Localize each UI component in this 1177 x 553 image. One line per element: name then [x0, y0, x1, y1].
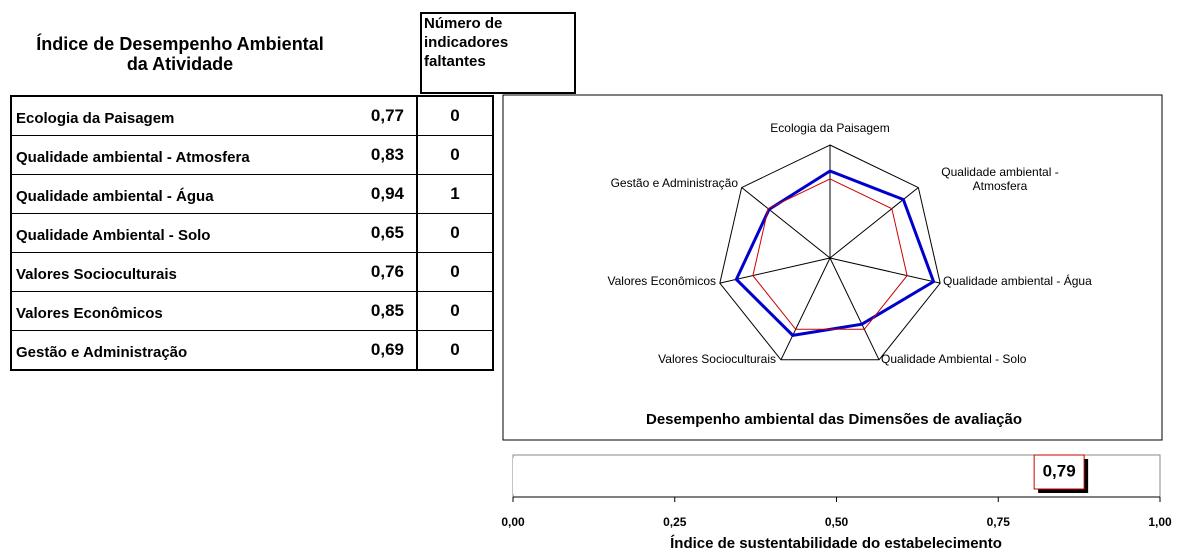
table-cell: 0,85	[320, 291, 417, 331]
table-cell: 0	[416, 291, 493, 331]
spoke	[741, 187, 831, 259]
table-row: Qualidade ambiental - Atmosfera 0,83 0	[11, 135, 493, 175]
table: Ecologia da Paisagem 0,77 0 Qualidade ambie…	[10, 95, 494, 371]
table-cell: 0	[416, 252, 493, 292]
missing-header: Número de indicadores faltantes	[420, 12, 576, 94]
table-cell: 0,83	[320, 135, 417, 175]
table-cell: Qualidade ambiental - Atmosfera	[11, 135, 320, 175]
radar-label: Qualidade ambiental - Água	[943, 274, 1092, 288]
radar-label: Ecologia da Paisagem	[770, 121, 890, 135]
radar-series	[734, 169, 936, 337]
spoke	[780, 257, 831, 361]
table-cell: 1	[416, 174, 493, 214]
x-tick-label: 0,25	[663, 515, 687, 529]
value-label: 0,79	[1043, 461, 1076, 480]
table-cell: Valores Socioculturais	[11, 252, 320, 292]
table-cell: Valores Econômicos	[11, 291, 320, 331]
spoke	[829, 257, 880, 361]
table-title: Índice de Desempenho Ambiental da Ativid…	[36, 34, 324, 74]
table-cell: 0	[416, 135, 493, 175]
table-cell: 0	[416, 330, 493, 370]
x-tick-label: 1,00	[1148, 515, 1172, 529]
spoke	[829, 257, 941, 284]
table-cell: Ecologia da Paisagem	[16, 109, 175, 127]
label-box	[1033, 454, 1085, 490]
table-cell: 0,94	[320, 174, 417, 214]
table-cell: Gestão e Administração	[11, 330, 320, 370]
radar-label: Valores Econômicos	[607, 274, 717, 288]
table-cell: 0,76	[320, 252, 417, 292]
table-cell: 0	[416, 96, 493, 136]
radar-label: Qualidade Ambiental - Solo	[881, 352, 1027, 366]
radar-label: Valores Socioculturais	[658, 352, 776, 366]
table-row: Qualidade Ambiental - Solo 0,65 0	[11, 213, 493, 253]
table-row: Gestão e Administração 0,69 0	[11, 330, 493, 370]
spoke	[829, 187, 919, 259]
table-row: Ecologia da Paisagem 0,77 0	[11, 96, 493, 136]
chart-frame	[502, 94, 1163, 441]
chart-title: Desempenho ambiental das Dimensões de av…	[646, 411, 1022, 428]
radar-series	[752, 178, 908, 330]
bar	[513, 458, 1025, 494]
table-cell: 0	[416, 213, 493, 253]
table-row: Valores Econômicos 0,85 0	[11, 291, 493, 331]
table-cell: 0,77	[370, 106, 404, 125]
table-cell: Qualidade ambiental - Água	[11, 174, 320, 214]
table-cell: 0,69	[320, 330, 417, 370]
table-cell: Qualidade Ambiental - Solo	[11, 213, 320, 253]
radar-label: Qualidade ambiental - Atmosfera	[941, 165, 1059, 193]
x-axis-title: Índice de sustentabilidade do estabeleci…	[670, 535, 1002, 552]
table-row: Valores Socioculturais 0,76 0	[11, 252, 493, 292]
table-row: Qualidade ambiental - Água 0,94 1	[11, 174, 493, 214]
radar-outline	[719, 144, 941, 361]
radar-label: Gestão e Administração	[610, 176, 738, 190]
x-tick-label: 0,50	[825, 515, 849, 529]
x-tick-label: 0,00	[501, 515, 525, 529]
table-cell: 0,65	[320, 213, 417, 253]
x-tick-label: 0,75	[987, 515, 1011, 529]
